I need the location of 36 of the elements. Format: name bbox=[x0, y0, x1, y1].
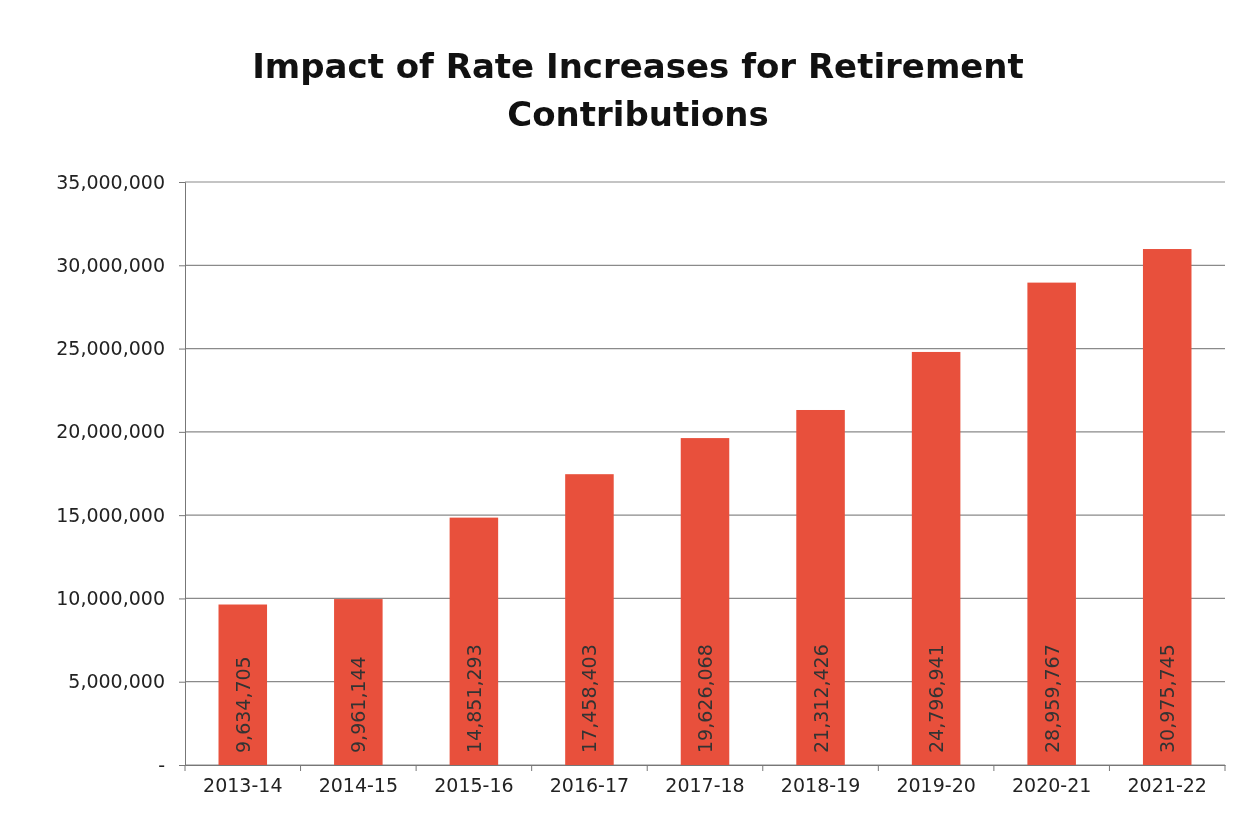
y-tick-label: 15,000,000 bbox=[56, 503, 165, 526]
y-tick-label: - bbox=[158, 753, 165, 776]
data-label: 9,634,705 bbox=[231, 656, 254, 753]
x-tick-label: 2017-18 bbox=[665, 774, 745, 797]
y-tick-label: 35,000,000 bbox=[56, 170, 165, 193]
data-label: 30,975,745 bbox=[1156, 644, 1179, 753]
y-tick-label: 10,000,000 bbox=[56, 587, 165, 610]
x-tick-label: 2021-22 bbox=[1127, 774, 1207, 797]
y-tick-label: 20,000,000 bbox=[56, 420, 165, 443]
data-label: 24,796,941 bbox=[925, 644, 948, 753]
bar bbox=[911, 351, 961, 765]
bar bbox=[680, 438, 730, 765]
bar bbox=[796, 410, 845, 765]
data-label: 21,312,426 bbox=[809, 644, 832, 753]
bar bbox=[1027, 282, 1076, 765]
x-tick-label: 2019-20 bbox=[896, 774, 976, 797]
y-tick-label: 30,000,000 bbox=[56, 253, 165, 276]
bar bbox=[1142, 249, 1192, 765]
bar bbox=[218, 604, 268, 765]
data-label: 9,961,144 bbox=[347, 656, 370, 753]
x-tick-label: 2018-19 bbox=[780, 774, 861, 797]
data-label: 19,626,068 bbox=[694, 644, 716, 753]
x-tick-label: 2020-21 bbox=[1011, 774, 1092, 797]
bar bbox=[449, 517, 499, 765]
chart-title: Impact of Rate Increases for Retirement Contributions bbox=[252, 46, 1024, 134]
data-label: 28,959,767 bbox=[1040, 644, 1063, 753]
data-label: 14,851,293 bbox=[462, 644, 485, 753]
bar bbox=[334, 599, 383, 765]
y-tick-label: 25,000,000 bbox=[56, 337, 165, 360]
x-tick-label: 2014-15 bbox=[318, 774, 399, 797]
y-tick-label: 5,000,000 bbox=[68, 670, 165, 693]
x-tick-label: 2013-14 bbox=[203, 774, 283, 797]
bar bbox=[565, 474, 614, 765]
data-label: 17,458,403 bbox=[578, 644, 601, 753]
x-tick-label: 2016-17 bbox=[549, 774, 630, 797]
x-tick-label: 2015-16 bbox=[434, 774, 514, 797]
